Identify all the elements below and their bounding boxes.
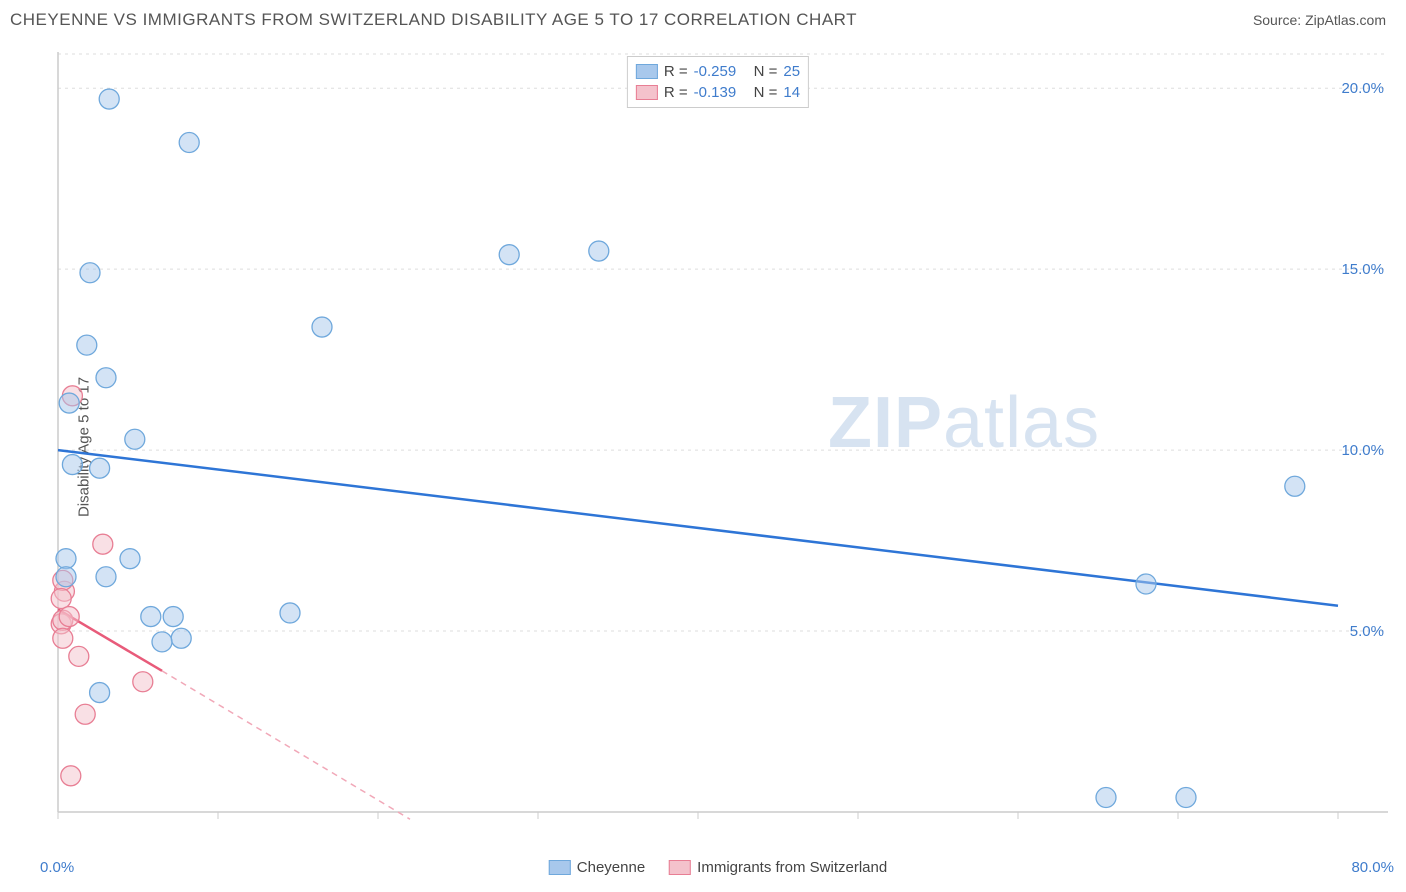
legend-bottom-item-0: Cheyenne [549,859,645,876]
legend-r-label-1: R = [664,84,688,101]
chart-header: CHEYENNE VS IMMIGRANTS FROM SWITZERLAND … [0,0,1406,38]
legend-top-row-0: R = -0.259 N = 25 [636,61,800,82]
legend-bottom: Cheyenne Immigrants from Switzerland [549,859,887,876]
legend-n-label-0: N = [754,63,778,80]
svg-text:10.0%: 10.0% [1341,442,1384,459]
legend-n-val-1: 14 [783,84,800,101]
svg-text:5.0%: 5.0% [1350,623,1384,640]
x-tick-label-80: 80.0% [1351,859,1394,876]
chart-title: CHEYENNE VS IMMIGRANTS FROM SWITZERLAND … [10,10,857,30]
legend-n-label-1: N = [754,84,778,101]
legend-bottom-item-1: Immigrants from Switzerland [669,859,887,876]
legend-bottom-label-0: Cheyenne [577,859,645,876]
legend-bottom-swatch-0 [549,860,571,875]
chart-area: Disability Age 5 to 17 5.0%10.0%15.0%20.… [48,52,1388,842]
svg-text:15.0%: 15.0% [1341,261,1384,278]
scatter-plot: 5.0% 10.0% 15.0% 20.0% [48,52,1388,842]
legend-top: R = -0.259 N = 25 R = -0.139 N = 14 [627,56,809,108]
svg-text:20.0%: 20.0% [1341,80,1384,97]
legend-bottom-swatch-1 [669,860,691,875]
legend-r-label-0: R = [664,63,688,80]
legend-n-val-0: 25 [783,63,800,80]
legend-r-val-1: -0.139 [694,84,748,101]
legend-r-val-0: -0.259 [694,63,748,80]
chart-source: Source: ZipAtlas.com [1253,12,1386,28]
legend-swatch-1 [636,85,658,100]
x-tick-label-0: 0.0% [40,859,74,876]
legend-top-row-1: R = -0.139 N = 14 [636,82,800,103]
legend-bottom-label-1: Immigrants from Switzerland [697,859,887,876]
legend-swatch-0 [636,64,658,79]
